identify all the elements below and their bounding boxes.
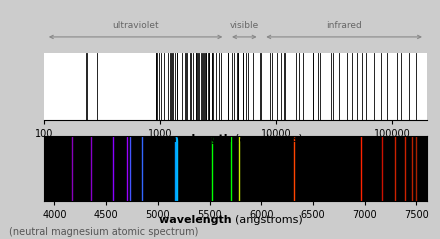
Text: (angstroms): (angstroms)	[235, 215, 303, 225]
Text: wavelength: wavelength	[159, 215, 235, 225]
X-axis label: wavelength  (angstroms): wavelength (angstroms)	[0, 238, 1, 239]
Text: ultraviolet: ultraviolet	[112, 21, 159, 30]
Text: wavelength: wavelength	[159, 134, 235, 144]
Text: (neutral magnesium atomic spectrum): (neutral magnesium atomic spectrum)	[9, 227, 198, 237]
Text: (angstroms): (angstroms)	[235, 134, 303, 144]
Text: visible: visible	[230, 21, 259, 30]
Text: infrared: infrared	[326, 21, 362, 30]
